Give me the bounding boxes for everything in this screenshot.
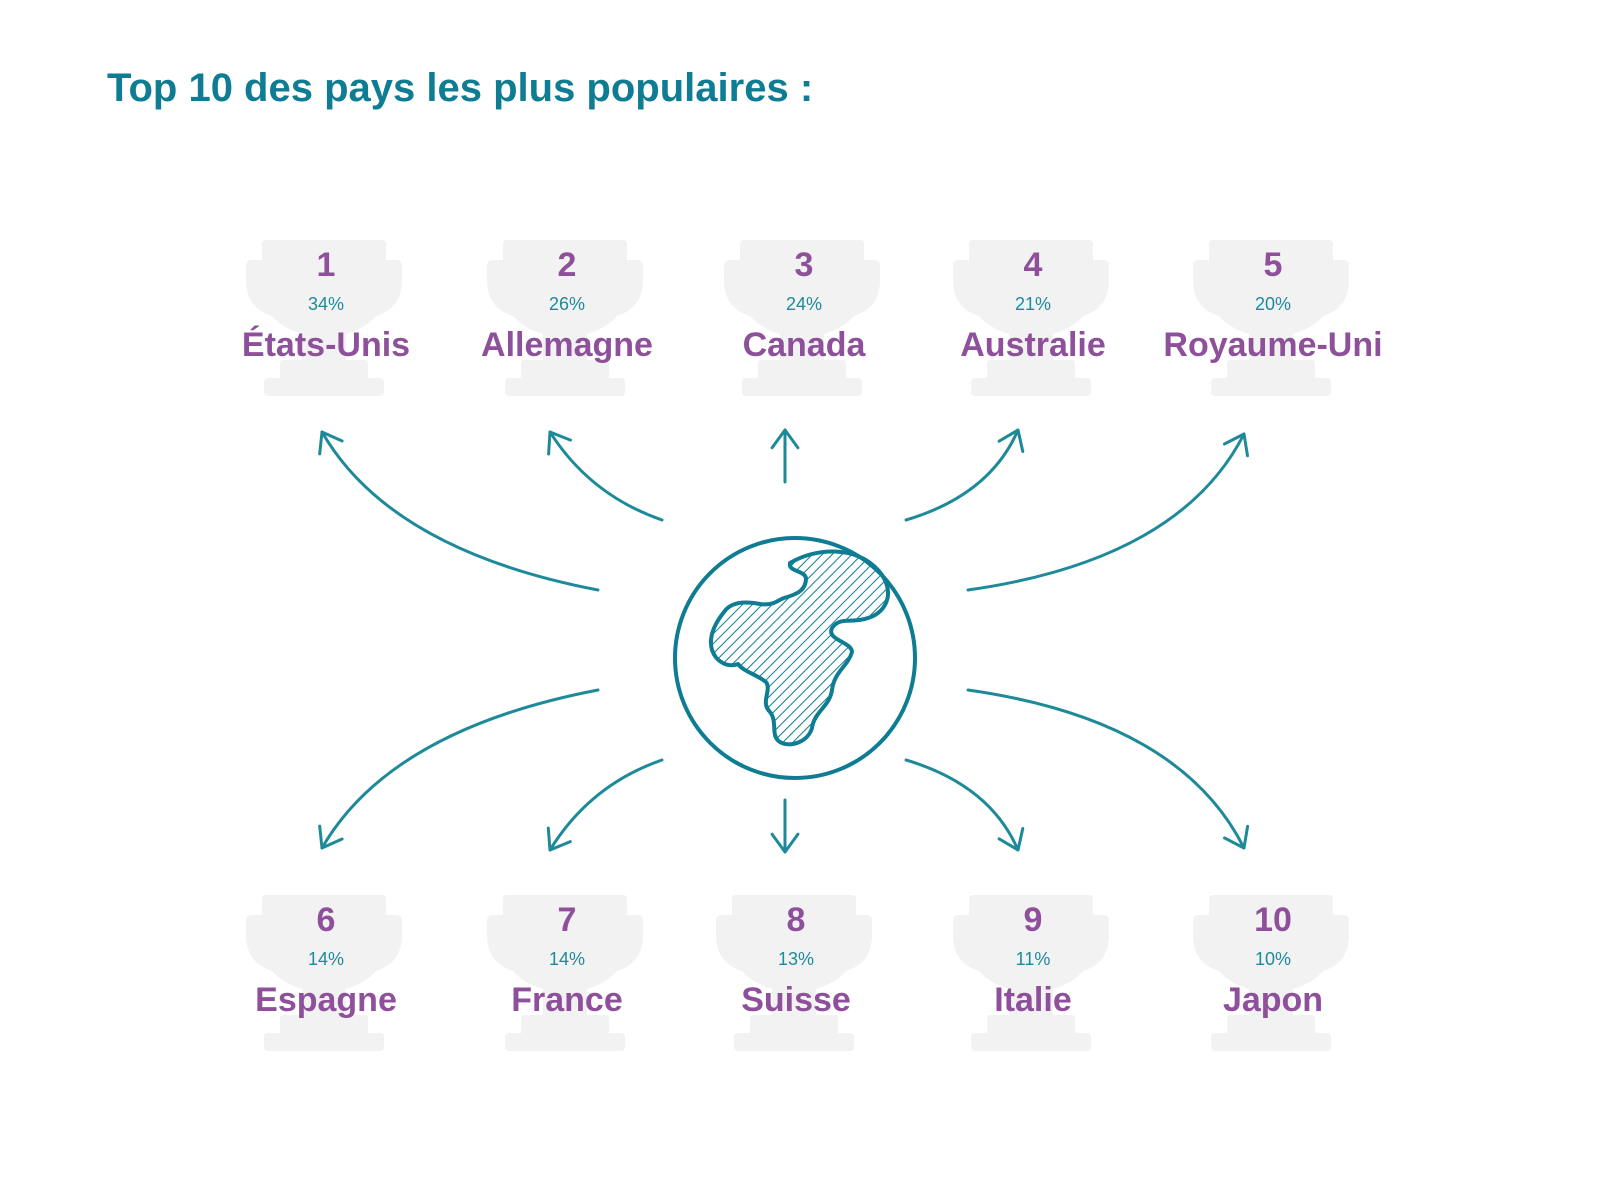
country-card-3: 3 24% Canada <box>684 238 924 418</box>
trophy-icon <box>724 240 880 396</box>
rank-number: 3 <box>794 246 814 284</box>
rank-number: 2 <box>557 246 577 284</box>
rank-number: 4 <box>1023 246 1043 284</box>
percent-value: 24% <box>785 294 823 314</box>
page-title: Top 10 des pays les plus populaires : <box>107 66 814 110</box>
arrow-icon <box>770 798 800 854</box>
globe-icon <box>673 536 917 780</box>
arrow-icon <box>318 688 600 850</box>
country-name: Espagne <box>255 981 397 1019</box>
country-card-1: 1 34% États-Unis <box>206 238 446 418</box>
country-card-5: 5 20% Royaume-Uni <box>1153 238 1393 418</box>
trophy-icon <box>953 895 1109 1051</box>
country-card-4: 4 21% Australie <box>913 238 1153 418</box>
arrow-icon <box>966 432 1249 592</box>
trophy-icon <box>953 240 1109 396</box>
rank-number: 7 <box>557 901 577 939</box>
country-name: Canada <box>742 326 866 364</box>
rank-number: 8 <box>786 901 806 939</box>
trophy-icon <box>716 895 872 1051</box>
country-name: États-Unis <box>241 326 411 364</box>
percent-value: 26% <box>548 294 586 314</box>
arrow-icon <box>547 430 664 522</box>
percent-value: 10% <box>1254 949 1292 969</box>
arrow-icon <box>904 428 1025 522</box>
percent-value: 34% <box>307 294 345 314</box>
arrow-icon <box>904 758 1025 852</box>
percent-value: 21% <box>1014 294 1052 314</box>
trophy-icon <box>246 895 402 1051</box>
rank-number: 9 <box>1023 901 1043 939</box>
trophy-icon <box>1193 240 1349 396</box>
country-name: Australie <box>960 326 1106 364</box>
rank-number: 10 <box>1254 901 1292 939</box>
percent-value: 14% <box>548 949 586 969</box>
trophy-icon <box>487 240 643 396</box>
percent-value: 13% <box>777 949 815 969</box>
trophy-icon <box>487 895 643 1051</box>
trophy-icon <box>246 240 402 396</box>
country-card-7: 7 14% France <box>447 893 687 1073</box>
trophy-icon <box>1193 895 1349 1051</box>
country-card-2: 2 26% Allemagne <box>447 238 687 418</box>
rank-number: 1 <box>316 246 336 284</box>
country-name: Allemagne <box>481 326 653 364</box>
rank-number: 5 <box>1263 246 1283 284</box>
country-card-8: 8 13% Suisse <box>676 893 916 1073</box>
percent-value: 11% <box>1015 949 1051 969</box>
arrow-icon <box>546 758 664 852</box>
continent-shape <box>709 549 890 747</box>
country-name: France <box>511 981 623 1019</box>
country-card-6: 6 14% Espagne <box>206 893 446 1073</box>
arrows-group <box>318 428 1250 854</box>
country-name: Italie <box>994 981 1072 1019</box>
country-card-9: 9 11% Italie <box>913 893 1153 1073</box>
arrow-icon <box>966 688 1250 850</box>
rank-number: 6 <box>316 901 336 939</box>
country-card-10: 10 10% Japon <box>1153 893 1393 1073</box>
percent-value: 20% <box>1254 294 1292 314</box>
country-name: Royaume-Uni <box>1163 326 1383 364</box>
country-name: Suisse <box>741 981 851 1019</box>
country-name: Japon <box>1222 981 1324 1019</box>
arrow-icon <box>770 428 800 484</box>
arrow-icon <box>318 430 600 592</box>
percent-value: 14% <box>307 949 345 969</box>
